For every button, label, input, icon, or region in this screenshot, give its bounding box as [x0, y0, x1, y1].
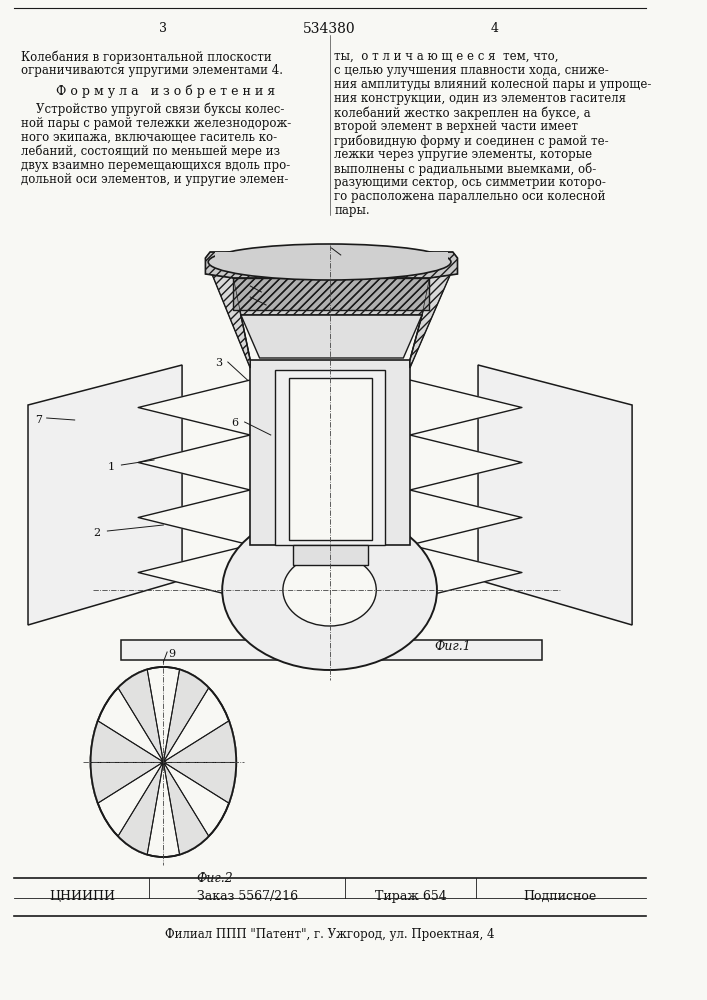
- Text: 3: 3: [215, 358, 222, 368]
- Polygon shape: [241, 315, 422, 358]
- Text: 4: 4: [491, 22, 499, 35]
- Text: Фиг.1: Фиг.1: [434, 640, 471, 653]
- Text: Заказ 5567/216: Заказ 5567/216: [197, 890, 298, 903]
- Text: выполнены с радиальными выемками, об-: выполнены с радиальными выемками, об-: [334, 162, 597, 176]
- Text: второй элемент в верхней части имеет: второй элемент в верхней части имеет: [334, 120, 578, 133]
- Text: 5: 5: [241, 294, 248, 304]
- Polygon shape: [118, 669, 163, 762]
- Polygon shape: [90, 721, 163, 762]
- Text: с целью улучшения плавности хода, сниже-: с целью улучшения плавности хода, сниже-: [334, 64, 609, 77]
- Text: Подписное: Подписное: [524, 890, 597, 903]
- Polygon shape: [250, 360, 410, 545]
- Text: колебаний жестко закреплен на буксе, а: колебаний жестко закреплен на буксе, а: [334, 106, 591, 119]
- Polygon shape: [293, 545, 368, 565]
- Polygon shape: [276, 370, 385, 545]
- Text: ты,  о т л и ч а ю щ е е с я  тем, что,: ты, о т л и ч а ю щ е е с я тем, что,: [334, 50, 559, 63]
- Polygon shape: [289, 378, 372, 540]
- Polygon shape: [118, 762, 163, 855]
- Text: ной пары с рамой тележки железнодорож-: ной пары с рамой тележки железнодорож-: [21, 117, 291, 130]
- Polygon shape: [206, 252, 457, 278]
- Text: ного экипажа, включающее гаситель ко-: ного экипажа, включающее гаситель ко-: [21, 131, 276, 144]
- Polygon shape: [206, 258, 250, 368]
- Text: дольной оси элементов, и упругие элемен-: дольной оси элементов, и упругие элемен-: [21, 173, 288, 186]
- Text: ограничиваются упругими элементами 4.: ограничиваются упругими элементами 4.: [21, 64, 283, 77]
- Text: 4: 4: [241, 282, 248, 292]
- Text: го расположена параллельно оси колесной: го расположена параллельно оси колесной: [334, 190, 606, 203]
- Text: 6: 6: [232, 418, 239, 428]
- Text: 1: 1: [107, 462, 115, 472]
- Polygon shape: [410, 380, 522, 600]
- Text: лебаний, состоящий по меньшей мере из: лебаний, состоящий по меньшей мере из: [21, 145, 280, 158]
- Text: лежки через упругие элементы, которые: лежки через упругие элементы, которые: [334, 148, 592, 161]
- Text: Филиал ППП "Патент", г. Ужгород, ул. Проектная, 4: Филиал ППП "Патент", г. Ужгород, ул. Про…: [165, 928, 494, 941]
- Text: Тираж 654: Тираж 654: [375, 890, 447, 903]
- Text: ния конструкции, один из элементов гасителя: ния конструкции, один из элементов гасит…: [334, 92, 626, 105]
- Polygon shape: [233, 278, 429, 310]
- Polygon shape: [163, 721, 236, 762]
- Polygon shape: [138, 380, 250, 600]
- Text: Устройство упругой связи буксы колес-: Устройство упругой связи буксы колес-: [21, 103, 284, 116]
- Text: 534380: 534380: [303, 22, 356, 36]
- Text: 8: 8: [322, 245, 329, 255]
- Text: ния амплитуды влияний колесной пары и упроще-: ния амплитуды влияний колесной пары и уп…: [334, 78, 652, 91]
- Polygon shape: [163, 762, 209, 855]
- Text: 7: 7: [35, 415, 42, 425]
- Text: разующими сектор, ось симметрии которо-: разующими сектор, ось симметрии которо-: [334, 176, 606, 189]
- Text: двух взаимно перемещающихся вдоль про-: двух взаимно перемещающихся вдоль про-: [21, 159, 290, 172]
- Text: Фиг.2: Фиг.2: [196, 872, 233, 885]
- Text: Колебания в горизонтальной плоскости: Колебания в горизонтальной плоскости: [21, 50, 271, 64]
- Polygon shape: [233, 278, 429, 315]
- Polygon shape: [163, 762, 236, 803]
- Polygon shape: [28, 365, 182, 625]
- Text: 2: 2: [93, 528, 100, 538]
- Polygon shape: [410, 258, 457, 368]
- Ellipse shape: [208, 244, 451, 280]
- Polygon shape: [478, 365, 632, 625]
- Text: грибовидную форму и соединен с рамой те-: грибовидную форму и соединен с рамой те-: [334, 134, 609, 147]
- Text: ЦНИИПИ: ЦНИИПИ: [49, 890, 115, 903]
- Text: пары.: пары.: [334, 204, 370, 217]
- Text: 3: 3: [159, 22, 168, 35]
- Polygon shape: [163, 669, 209, 762]
- Polygon shape: [215, 252, 448, 262]
- Text: 9: 9: [168, 649, 175, 659]
- Polygon shape: [122, 640, 542, 660]
- Polygon shape: [90, 762, 163, 803]
- Ellipse shape: [90, 667, 236, 857]
- Text: Ф о р м у л а   и з о б р е т е н и я: Ф о р м у л а и з о б р е т е н и я: [56, 85, 275, 99]
- Ellipse shape: [222, 510, 437, 670]
- Ellipse shape: [283, 554, 376, 626]
